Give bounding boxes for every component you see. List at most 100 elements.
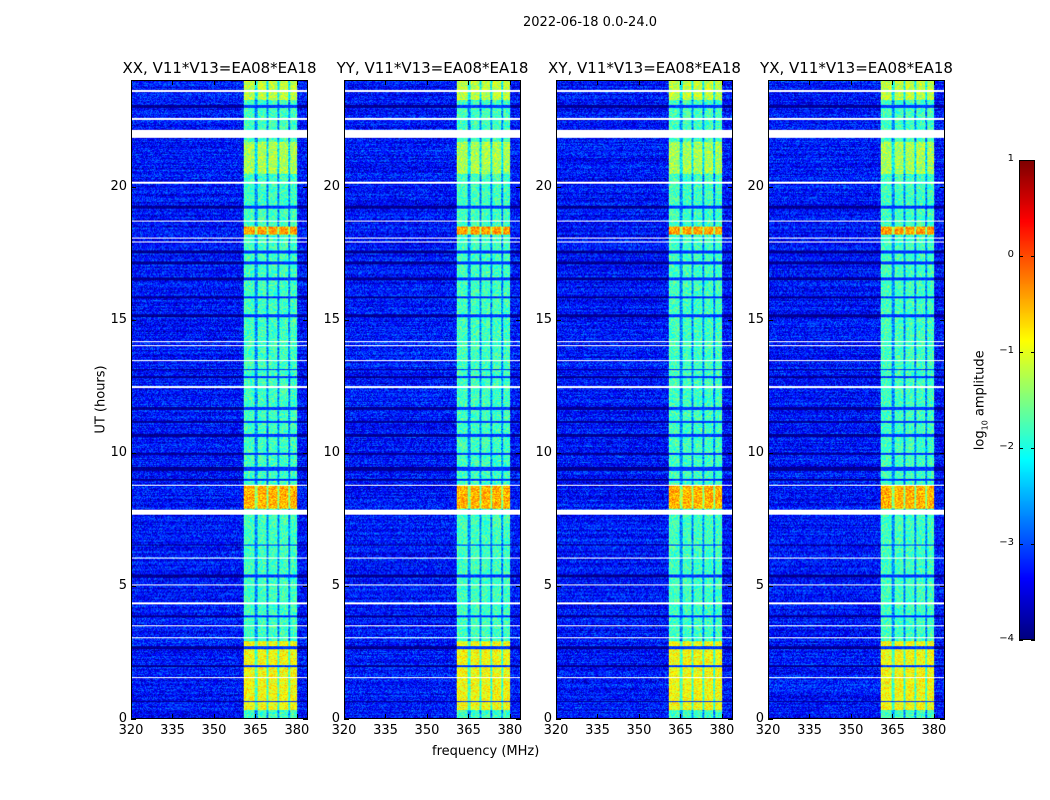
x-tick-mark <box>468 80 470 85</box>
y-tick-label: 0 <box>543 711 552 726</box>
y-tick-mark <box>131 452 136 454</box>
x-tick-label: 365 <box>456 723 481 738</box>
colorbar-tick-mark <box>1019 544 1023 545</box>
y-tick-mark <box>516 719 521 720</box>
y-tick-mark <box>940 719 945 720</box>
y-tick-mark <box>940 585 945 587</box>
x-tick-mark <box>933 714 935 719</box>
colorbar-tick-mark <box>1019 448 1023 449</box>
x-tick-mark <box>768 714 769 719</box>
x-tick-mark <box>426 80 428 85</box>
y-tick-mark <box>940 452 945 454</box>
y-tick-label: 5 <box>543 577 552 593</box>
x-tick-label: 320 <box>755 723 781 738</box>
y-tick-mark <box>728 719 733 720</box>
y-tick-label: 5 <box>118 577 127 593</box>
y-tick-label: 5 <box>755 577 764 593</box>
y-tick-mark <box>131 719 136 720</box>
y-tick-mark <box>940 186 945 188</box>
y-tick-mark <box>303 719 308 720</box>
x-tick-mark <box>296 80 298 85</box>
y-tick-label: 20 <box>535 178 552 194</box>
y-tick-label: 15 <box>535 311 552 327</box>
heatmap-image <box>345 81 520 718</box>
y-tick-label: 0 <box>118 711 127 726</box>
y-tick-label: 20 <box>747 178 764 194</box>
y-tick-label: 20 <box>323 178 340 194</box>
x-tick-mark <box>213 80 215 85</box>
y-tick-mark <box>728 186 733 188</box>
y-tick-mark <box>768 452 773 454</box>
colorbar-tick-label: −3 <box>999 537 1014 548</box>
y-tick-mark <box>516 319 521 321</box>
colorbar-tick-mark <box>1031 448 1035 449</box>
x-tick-mark <box>597 714 599 719</box>
y-tick-label: 10 <box>535 444 552 460</box>
y-tick-mark <box>728 452 733 454</box>
y-tick-label: 15 <box>110 311 127 327</box>
x-tick-mark <box>172 80 174 85</box>
colorbar-tick-mark <box>1031 544 1035 545</box>
x-tick-label: 365 <box>880 723 905 738</box>
heatmap-panel <box>131 80 308 719</box>
colorbar-tick-mark <box>1019 256 1023 257</box>
x-tick-label: 320 <box>331 723 357 738</box>
panel-title: YX, V11*V13=EA08*EA18 <box>760 59 953 77</box>
y-tick-mark <box>556 719 561 720</box>
y-tick-mark <box>303 186 308 188</box>
y-tick-mark <box>768 719 773 720</box>
x-tick-mark <box>213 714 215 719</box>
x-tick-mark <box>344 714 345 719</box>
y-tick-mark <box>344 719 349 720</box>
y-tick-label: 5 <box>331 577 340 593</box>
x-tick-label: 350 <box>626 723 652 738</box>
panel-title: YY, V11*V13=EA08*EA18 <box>336 59 529 77</box>
x-tick-mark <box>809 714 811 719</box>
x-tick-label: 350 <box>838 723 864 738</box>
y-tick-label: 10 <box>323 444 340 460</box>
y-tick-mark <box>344 186 349 188</box>
x-tick-mark <box>255 80 257 85</box>
y-tick-mark <box>728 585 733 587</box>
colorbar-tick-label: −1 <box>999 345 1014 356</box>
y-tick-mark <box>516 452 521 454</box>
x-tick-label: 365 <box>243 723 268 738</box>
x-tick-mark <box>385 80 387 85</box>
colorbar-tick-mark <box>1031 256 1035 257</box>
y-tick-mark <box>556 186 561 188</box>
y-tick-mark <box>131 319 136 321</box>
colorbar-label: log10 amplitude <box>973 345 990 455</box>
y-tick-mark <box>303 452 308 454</box>
y-tick-mark <box>940 319 945 321</box>
y-tick-mark <box>556 452 561 454</box>
heatmap-image <box>557 81 732 718</box>
y-tick-label: 0 <box>331 711 340 726</box>
colorbar-tick-mark <box>1019 160 1023 161</box>
y-tick-mark <box>344 585 349 587</box>
colorbar-tick-mark <box>1031 160 1035 161</box>
colorbar-label-rest: amplitude <box>972 350 988 421</box>
x-tick-label: 350 <box>201 723 227 738</box>
colorbar-tick-label: −2 <box>999 441 1014 452</box>
x-tick-mark <box>131 80 132 85</box>
colorbar-tick-label: 0 <box>1007 249 1014 260</box>
x-tick-mark <box>556 714 557 719</box>
colorbar-gradient <box>1020 161 1034 639</box>
y-tick-mark <box>556 319 561 321</box>
y-tick-mark <box>303 585 308 587</box>
x-tick-mark <box>131 714 132 719</box>
y-axis-label: UT (hours) <box>93 365 109 434</box>
x-tick-mark <box>426 714 428 719</box>
x-tick-mark <box>255 714 257 719</box>
heatmap-image <box>769 81 944 718</box>
y-tick-label: 10 <box>747 444 764 460</box>
y-tick-mark <box>728 319 733 321</box>
colorbar-tick-mark <box>1031 640 1035 641</box>
x-tick-mark <box>597 80 599 85</box>
figure-title: 2022-06-18 0.0-24.0 <box>523 15 657 30</box>
colorbar-tick-mark <box>1031 352 1035 353</box>
x-tick-mark <box>680 80 682 85</box>
x-tick-mark <box>468 714 470 719</box>
x-tick-label: 335 <box>373 723 398 738</box>
y-tick-mark <box>556 585 561 587</box>
